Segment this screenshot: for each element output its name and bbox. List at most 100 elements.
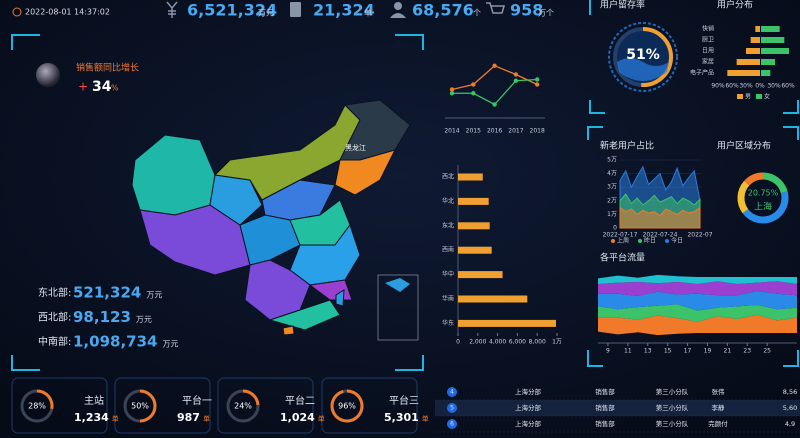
region-name: 中南部: — [38, 335, 71, 348]
y-tick-label: 西北 — [442, 173, 454, 181]
bar — [458, 271, 503, 279]
y-tick-label: 华中 — [442, 270, 454, 278]
table-cell: 上海分部 — [515, 403, 542, 412]
x-tick-label: 2018 — [530, 128, 545, 135]
user-icon-body — [390, 13, 406, 18]
legend-label: 男 — [745, 94, 751, 101]
province — [209, 174, 263, 226]
user-icon — [394, 2, 402, 10]
x-tick-label: 23 — [743, 348, 751, 355]
x-tick-label: 2017 — [508, 128, 523, 135]
gauge-arc — [242, 389, 260, 406]
gauge-frame — [114, 377, 211, 434]
gauge-percent: 50% — [131, 402, 149, 411]
y-tick-label: 5万 — [607, 157, 617, 164]
kpi-unit: 个 — [473, 9, 481, 18]
retention-value: 51% — [626, 47, 660, 63]
stream — [598, 291, 797, 311]
gauge-name: 平台三 — [389, 394, 419, 407]
gauge-count: 1,234 — [74, 411, 109, 424]
map-label: 黑龙江 — [345, 143, 366, 152]
panel-title: 新老用户占比 — [600, 140, 654, 152]
y-tick-label: 0 — [613, 225, 617, 232]
growth-unit: % — [111, 84, 119, 93]
y-tick-label: 华东 — [442, 319, 454, 327]
table-cell: 第三小分队 — [656, 387, 689, 396]
gauge-arc — [330, 389, 364, 423]
point — [449, 91, 455, 96]
gauge-unit: 单 — [112, 414, 119, 423]
y-tick-label: 2万 — [607, 197, 617, 204]
bar — [458, 319, 557, 327]
row-index: 5 — [450, 405, 454, 412]
kpi-value: 68,576 — [412, 1, 474, 20]
x-tick-label: 4,000 — [489, 339, 506, 346]
kpi-value: 958 — [510, 1, 543, 20]
x-tick-label: 30% — [739, 83, 753, 90]
gauge-arc — [139, 389, 157, 423]
region-value: 521,324 — [73, 284, 141, 302]
legend-swatch — [737, 94, 743, 99]
bar — [761, 37, 785, 43]
x-tick-label: 13 — [644, 348, 652, 355]
gauge-name: 主站 — [84, 394, 104, 407]
area — [619, 206, 701, 229]
x-tick-label: 60% — [725, 83, 739, 90]
x-tick-label: 8,000 — [529, 339, 546, 346]
bar — [750, 37, 760, 43]
yuan-icon — [166, 1, 178, 18]
gauge-frame — [217, 377, 314, 434]
gauge-frames — [11, 377, 418, 434]
row-index: 6 — [450, 421, 454, 428]
table-cell: 8,56 — [783, 388, 797, 396]
bar — [736, 59, 760, 65]
gauge-name: 平台一 — [182, 394, 212, 407]
region-value: 1,098,734 — [73, 333, 157, 351]
panel-title: 各平台流量 — [600, 252, 645, 264]
bar — [458, 295, 528, 303]
region-unit: 万元 — [136, 315, 152, 324]
legend-label: 昨日 — [644, 237, 656, 245]
kpi-value: 21,324 — [313, 1, 375, 20]
gauge-frame — [11, 377, 108, 434]
kpi-value: 6,521,324 — [187, 1, 277, 20]
frames — [11, 0, 799, 371]
gauge-unit: 单 — [422, 414, 429, 423]
x-tick-label: 17 — [684, 348, 692, 355]
y-tick-label: 快销 — [702, 25, 714, 33]
gauge-percent: 28% — [28, 402, 46, 411]
row-index: 4 — [450, 389, 454, 396]
y-tick-label: 电子产品 — [690, 69, 714, 77]
kpi-unit: 万个 — [538, 9, 554, 18]
row-index-badge — [447, 387, 457, 397]
donut-segment — [762, 172, 788, 194]
bar — [458, 246, 492, 254]
x-tick-label: 2022-07-17 — [603, 232, 638, 239]
table-row-highlight — [435, 400, 800, 416]
x-tick-label: 6,000 — [509, 339, 526, 346]
table-cell: 销售部 — [595, 403, 615, 412]
point — [471, 91, 476, 96]
gauge-unit: 单 — [318, 414, 325, 423]
point — [535, 77, 540, 82]
growth-title: 销售额同比增长 — [76, 62, 139, 74]
region-unit: 万元 — [162, 340, 178, 349]
x-tick-label: 15 — [664, 348, 672, 355]
donut-value: 20.75% — [748, 189, 779, 198]
y-tick-label: 3万 — [607, 184, 617, 191]
datetime: 2022-08-01 14:37:02 — [25, 8, 110, 17]
x-tick-label: 25 — [763, 348, 771, 355]
globe-icon — [36, 63, 60, 87]
panel-title: 用户区域分布 — [717, 140, 771, 152]
x-tick-label: 11 — [624, 348, 632, 355]
doc-icon — [290, 2, 301, 17]
stream — [598, 281, 797, 296]
table-cell: 第三小分队 — [656, 403, 689, 412]
x-tick-label: 2022-07 — [687, 232, 712, 239]
province — [268, 299, 341, 331]
bar — [458, 222, 490, 230]
stream — [598, 304, 797, 322]
bar — [761, 59, 775, 65]
table-cell: 张伟 — [712, 387, 726, 396]
